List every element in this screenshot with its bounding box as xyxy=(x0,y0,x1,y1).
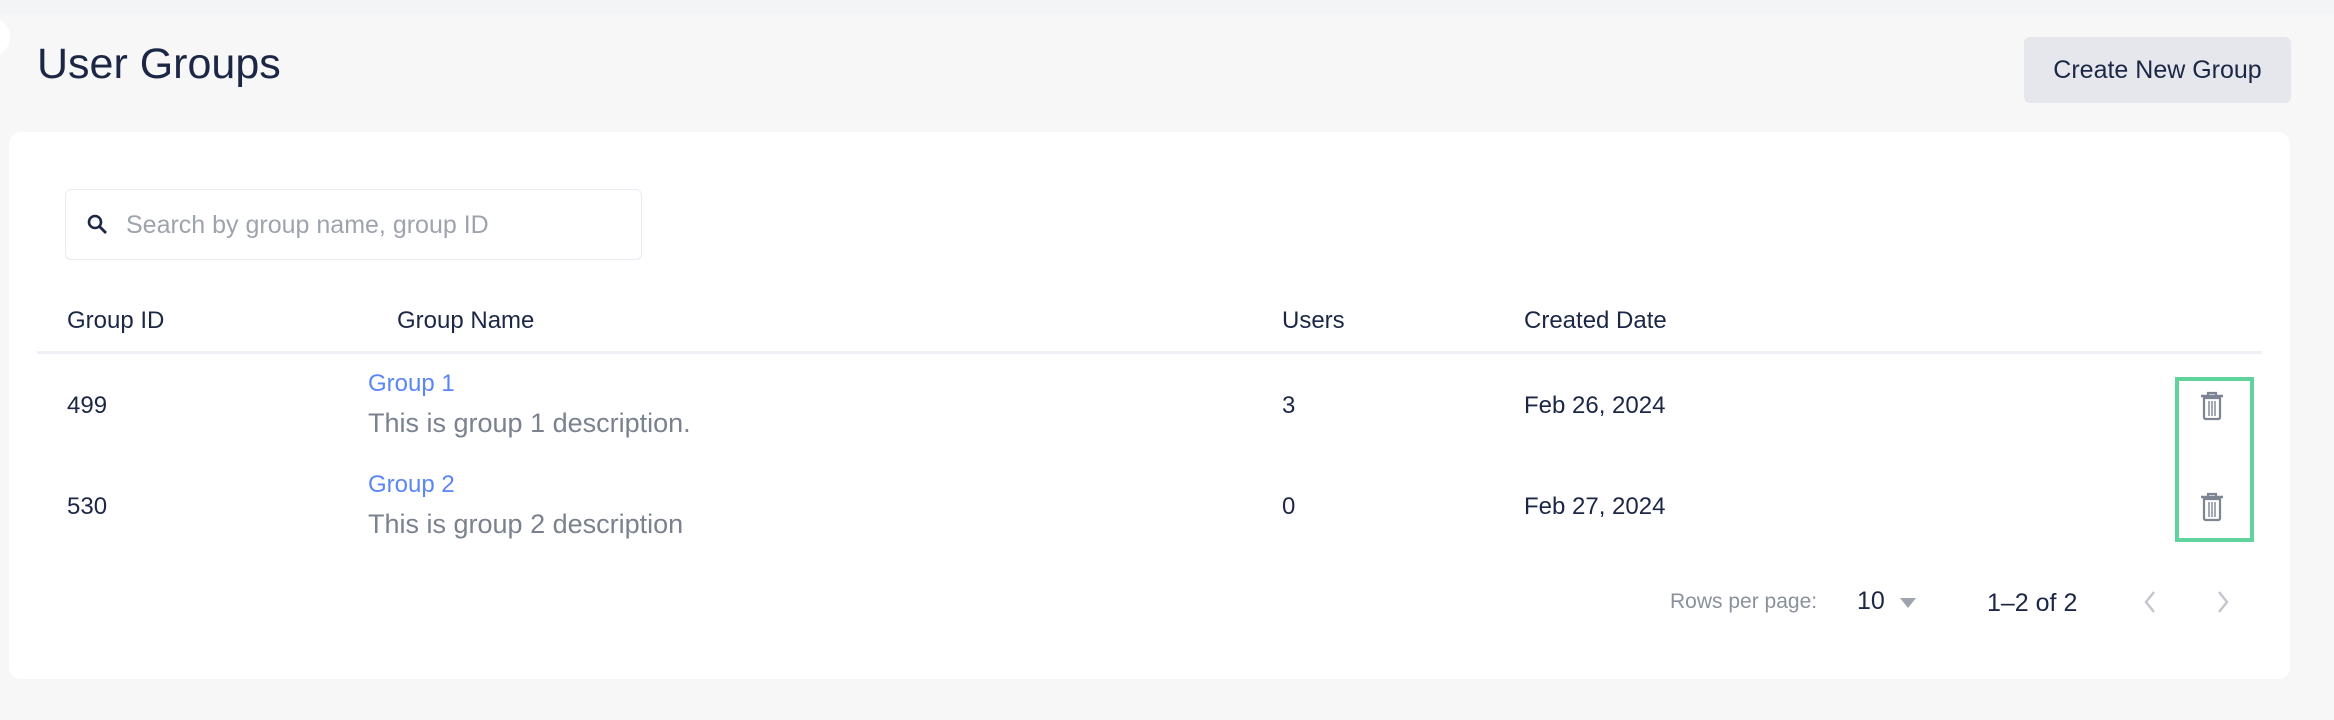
trash-icon[interactable] xyxy=(2198,492,2226,522)
group-id: 530 xyxy=(67,493,108,520)
chevron-left-icon[interactable] xyxy=(2143,590,2157,614)
rows-per-page-label: Rows per page: xyxy=(1670,590,1818,613)
group-name-link[interactable]: Group 2 xyxy=(368,471,455,498)
search-icon xyxy=(87,214,107,234)
group-id: 499 xyxy=(67,392,108,419)
sidebar-toggle[interactable] xyxy=(0,17,10,57)
group-created-date: Feb 27, 2024 xyxy=(1524,493,1666,520)
rows-per-page-select[interactable]: 10 xyxy=(1857,587,1885,615)
pagination-range: 1–2 of 2 xyxy=(1987,589,2078,617)
group-users: 3 xyxy=(1282,392,1296,419)
group-created-date: Feb 26, 2024 xyxy=(1524,392,1666,419)
chevron-down-icon[interactable] xyxy=(1900,598,1916,608)
header-divider xyxy=(37,351,2262,354)
group-description: This is group 1 description. xyxy=(368,408,691,438)
search-input[interactable] xyxy=(126,204,626,246)
top-strip xyxy=(0,0,2334,14)
create-new-group-button[interactable]: Create New Group xyxy=(2024,37,2291,103)
group-description: This is group 2 description xyxy=(368,509,684,539)
column-header-group-name[interactable]: Group Name xyxy=(397,307,535,334)
group-name-link[interactable]: Group 1 xyxy=(368,370,455,397)
group-users: 0 xyxy=(1282,493,1296,520)
search-box[interactable] xyxy=(65,189,642,260)
chevron-right-icon[interactable] xyxy=(2216,590,2230,614)
page-title: User Groups xyxy=(37,40,281,88)
trash-icon[interactable] xyxy=(2198,391,2226,421)
column-header-created-date[interactable]: Created Date xyxy=(1524,307,1667,334)
column-header-group-id[interactable]: Group ID xyxy=(67,307,165,334)
actions-highlight xyxy=(2175,377,2254,542)
column-header-users[interactable]: Users xyxy=(1282,307,1345,334)
